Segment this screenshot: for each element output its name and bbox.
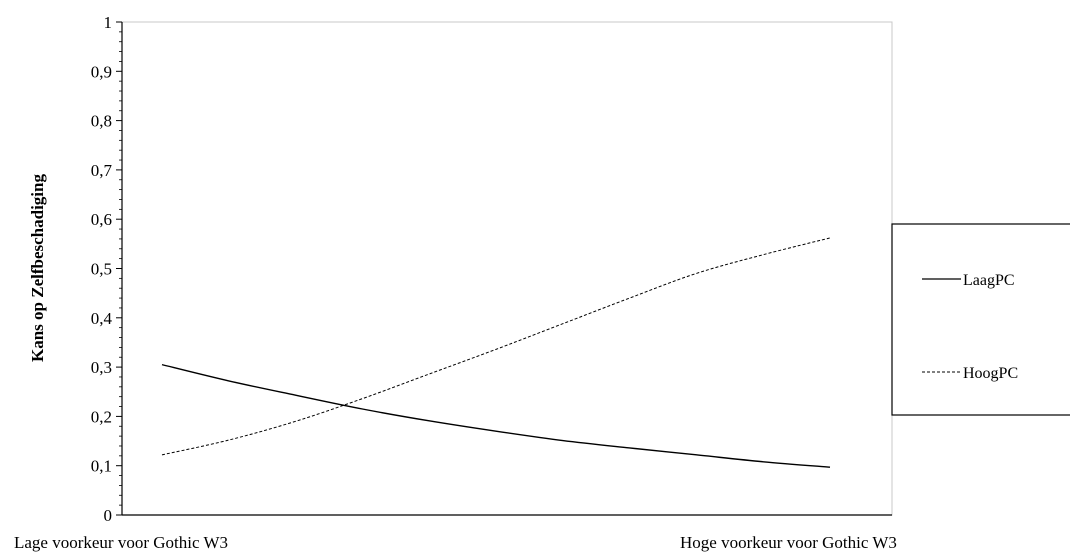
legend-label-laagpc: LaagPC xyxy=(963,272,1015,289)
y-tick-label: 0,9 xyxy=(91,62,112,81)
plot-area xyxy=(121,21,893,516)
y-tick-label: 0,2 xyxy=(91,407,112,426)
y-tick-label: 0,8 xyxy=(91,112,112,131)
y-axis-ticks xyxy=(116,21,122,516)
y-tick-label: 0,6 xyxy=(91,210,112,229)
y-tick-label: 0 xyxy=(104,506,113,525)
series-line-laagpc xyxy=(161,363,831,468)
legend: LaagPC HoogPC xyxy=(891,223,1070,416)
y-axis-tick-labels: 0 0,1 0,2 0,3 0,4 0,5 0,6 0,7 0,8 0,9 1 xyxy=(91,13,113,525)
y-tick-label: 0,4 xyxy=(91,309,113,328)
plot-area-border xyxy=(121,21,893,516)
y-tick-label: 0,5 xyxy=(91,260,112,279)
legend-box xyxy=(891,223,1070,416)
series-lines xyxy=(161,237,831,468)
y-axis-title: Kans op Zelfbeschadiging xyxy=(28,174,47,362)
y-tick-label: 0,1 xyxy=(91,457,112,476)
legend-label-hoogpc: HoogPC xyxy=(963,365,1018,382)
x-category-label-high: Hoge voorkeur voor Gothic W3 xyxy=(680,533,897,552)
y-tick-label: 0,3 xyxy=(91,358,112,377)
x-category-label-low: Lage voorkeur voor Gothic W3 xyxy=(14,533,228,552)
y-tick-label: 1 xyxy=(104,13,113,32)
series-line-hoogpc xyxy=(161,237,831,456)
x-axis-category-labels: Lage voorkeur voor Gothic W3 Hoge voorke… xyxy=(14,533,897,552)
y-tick-label: 0,7 xyxy=(91,161,113,180)
